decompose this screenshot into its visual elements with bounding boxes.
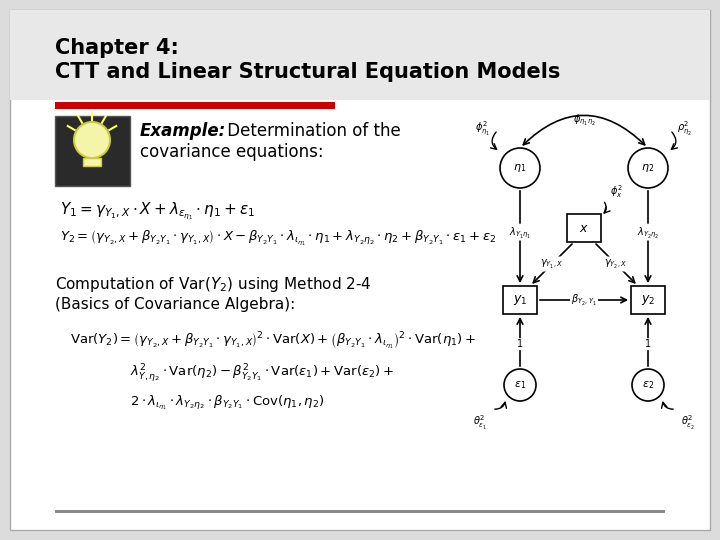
Circle shape bbox=[504, 369, 536, 401]
Text: $\phi^2_{\eta_1}$: $\phi^2_{\eta_1}$ bbox=[475, 119, 490, 137]
Text: covariance equations:: covariance equations: bbox=[140, 143, 323, 161]
Text: 1: 1 bbox=[645, 339, 651, 349]
FancyBboxPatch shape bbox=[55, 116, 130, 186]
Text: $Y_2 = \left(\gamma_{Y_2,X} + \beta_{Y_2 Y_1} \cdot \gamma_{Y_1,X}\right) \cdot : $Y_2 = \left(\gamma_{Y_2,X} + \beta_{Y_2… bbox=[60, 228, 497, 247]
Text: Chapter 4:: Chapter 4: bbox=[55, 38, 179, 58]
Text: Determination of the: Determination of the bbox=[222, 122, 401, 140]
Text: 1: 1 bbox=[517, 339, 523, 349]
Circle shape bbox=[500, 148, 540, 188]
Bar bbox=[55, 102, 335, 109]
Text: $\phi^2_{x}$: $\phi^2_{x}$ bbox=[610, 184, 622, 200]
Text: $\varepsilon_2$: $\varepsilon_2$ bbox=[642, 379, 654, 391]
Text: $\lambda_{Y_2\eta_2}$: $\lambda_{Y_2\eta_2}$ bbox=[636, 225, 660, 240]
Text: $2 \cdot \lambda_{\iota_{\eta_1}} \cdot \lambda_{Y_2 \eta_2} \cdot \beta_{Y_2 Y_: $2 \cdot \lambda_{\iota_{\eta_1}} \cdot … bbox=[130, 394, 325, 412]
Text: $\beta_{Y_2,Y_1}$: $\beta_{Y_2,Y_1}$ bbox=[571, 293, 597, 308]
Text: $\gamma_{Y_2,X}$: $\gamma_{Y_2,X}$ bbox=[604, 258, 628, 271]
Circle shape bbox=[628, 148, 668, 188]
Text: $Y_1 = \gamma_{Y_1,X} \cdot X + \lambda_{\varepsilon_{\eta_1}} \cdot \eta_1 + \v: $Y_1 = \gamma_{Y_1,X} \cdot X + \lambda_… bbox=[60, 200, 256, 222]
Text: $\lambda_{Y_1\eta_1}$: $\lambda_{Y_1\eta_1}$ bbox=[509, 225, 531, 240]
FancyBboxPatch shape bbox=[567, 214, 601, 242]
FancyBboxPatch shape bbox=[631, 286, 665, 314]
Text: $\theta^2_{\varepsilon_2}$: $\theta^2_{\varepsilon_2}$ bbox=[681, 414, 695, 432]
Text: $x$: $x$ bbox=[579, 221, 589, 234]
Text: $\gamma_{Y_1,X}$: $\gamma_{Y_1,X}$ bbox=[540, 258, 564, 271]
Bar bbox=[83, 158, 101, 166]
FancyBboxPatch shape bbox=[10, 10, 710, 530]
Text: Example:: Example: bbox=[140, 122, 226, 140]
Text: $y_1$: $y_1$ bbox=[513, 293, 527, 307]
Text: CTT and Linear Structural Equation Models: CTT and Linear Structural Equation Model… bbox=[55, 62, 560, 82]
Text: $\phi_{\eta_1\eta_2}$: $\phi_{\eta_1\eta_2}$ bbox=[572, 112, 595, 127]
Text: $\eta_2$: $\eta_2$ bbox=[642, 162, 654, 174]
Text: $\theta^2_{\varepsilon_1}$: $\theta^2_{\varepsilon_1}$ bbox=[473, 414, 487, 432]
Circle shape bbox=[632, 369, 664, 401]
Text: Computation of Var$(Y_2)$ using Method 2-4: Computation of Var$(Y_2)$ using Method 2… bbox=[55, 275, 372, 294]
Text: $\lambda^2_{Y,\eta_2} \cdot \mathrm{Var}(\eta_2) - \beta^2_{Y_2 Y_1} \cdot \math: $\lambda^2_{Y,\eta_2} \cdot \mathrm{Var}… bbox=[130, 362, 395, 384]
Text: $\varepsilon_1$: $\varepsilon_1$ bbox=[514, 379, 526, 391]
Text: $\rho^2_{\eta_2}$: $\rho^2_{\eta_2}$ bbox=[678, 119, 693, 137]
Text: $\eta_1$: $\eta_1$ bbox=[513, 162, 526, 174]
Circle shape bbox=[74, 122, 110, 158]
Text: $y_2$: $y_2$ bbox=[641, 293, 655, 307]
FancyBboxPatch shape bbox=[10, 10, 710, 100]
Text: (Basics of Covariance Algebra):: (Basics of Covariance Algebra): bbox=[55, 297, 295, 312]
Text: $\mathrm{Var}(Y_2) = \left(\gamma_{Y_2,X} + \beta_{Y_2 Y_1} \cdot \gamma_{Y_1,X}: $\mathrm{Var}(Y_2) = \left(\gamma_{Y_2,X… bbox=[70, 330, 476, 352]
Bar bbox=[55, 510, 665, 513]
FancyBboxPatch shape bbox=[503, 286, 537, 314]
